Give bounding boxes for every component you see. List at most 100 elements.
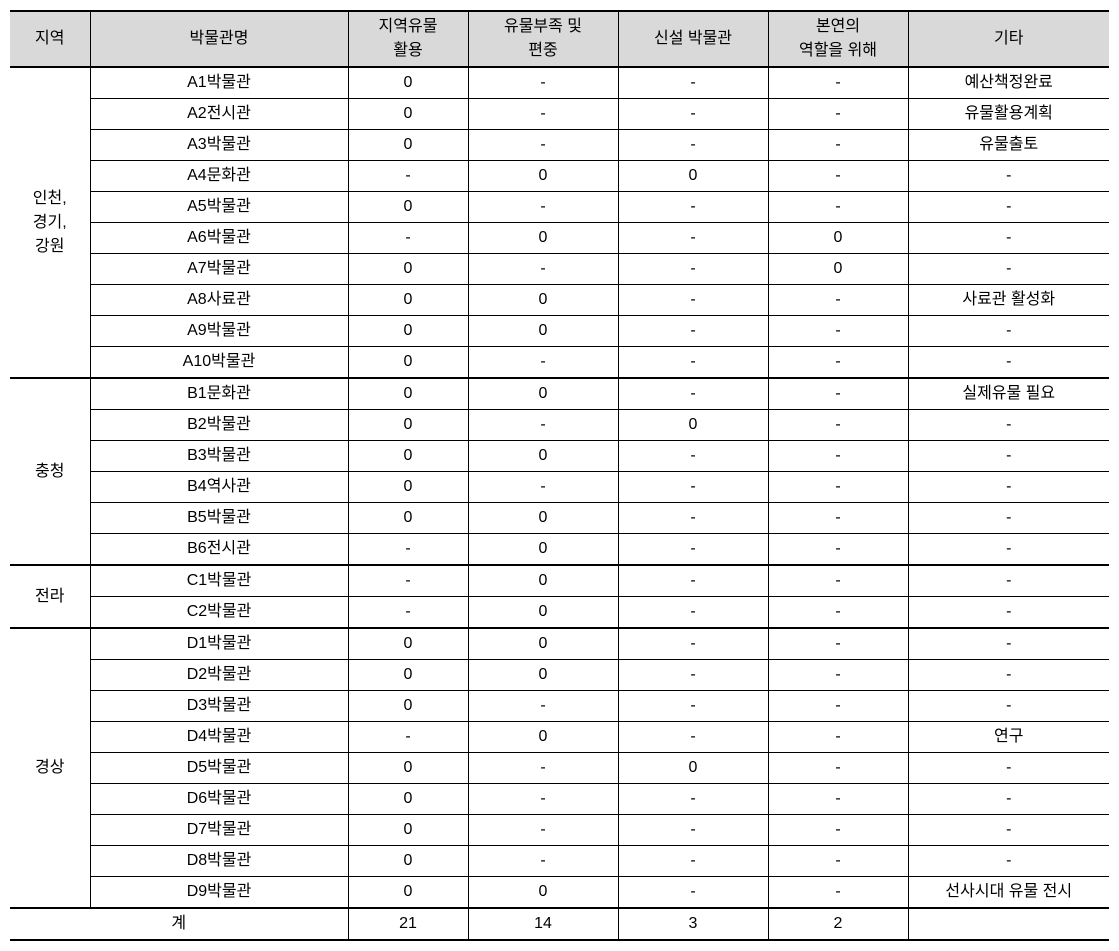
museum-name: A1박물관 xyxy=(90,67,348,99)
museum-name: D4박물관 xyxy=(90,722,348,753)
cell-shortage: - xyxy=(468,192,618,223)
museum-name: A10박물관 xyxy=(90,347,348,379)
cell-local-artifact: 0 xyxy=(348,316,468,347)
cell-new-museum: - xyxy=(618,378,768,410)
cell-etc: 사료관 활성화 xyxy=(908,285,1109,316)
cell-local-artifact: 0 xyxy=(348,99,468,130)
cell-role: - xyxy=(768,628,908,660)
cell-new-museum: - xyxy=(618,285,768,316)
table-row: A7박물관0--0- xyxy=(10,254,1109,285)
region-cell: 전라 xyxy=(10,565,90,628)
cell-shortage: - xyxy=(468,254,618,285)
table-row: A6박물관-0-0- xyxy=(10,223,1109,254)
cell-local-artifact: 0 xyxy=(348,846,468,877)
cell-role: - xyxy=(768,503,908,534)
cell-local-artifact: - xyxy=(348,534,468,566)
cell-shortage: 0 xyxy=(468,223,618,254)
region-cell: 인천,경기,강원 xyxy=(10,67,90,378)
table-row: D9박물관00--선사시대 유물 전시 xyxy=(10,877,1109,909)
cell-etc: 예산책정완료 xyxy=(908,67,1109,99)
cell-shortage: - xyxy=(468,753,618,784)
cell-shortage: - xyxy=(468,784,618,815)
cell-etc: - xyxy=(908,534,1109,566)
cell-new-museum: - xyxy=(618,67,768,99)
cell-new-museum: - xyxy=(618,223,768,254)
cell-new-museum: - xyxy=(618,99,768,130)
header-row: 지역박물관명지역유물활용유물부족 및편중신설 박물관본연의역할을 위해기타 xyxy=(10,11,1109,67)
table-row: B6전시관-0--- xyxy=(10,534,1109,566)
cell-shortage: - xyxy=(468,67,618,99)
cell-local-artifact: - xyxy=(348,565,468,597)
cell-new-museum: 0 xyxy=(618,161,768,192)
cell-role: - xyxy=(768,815,908,846)
museum-name: D1박물관 xyxy=(90,628,348,660)
museum-name: A9박물관 xyxy=(90,316,348,347)
cell-local-artifact: - xyxy=(348,161,468,192)
cell-shortage: 0 xyxy=(468,597,618,629)
cell-shortage: - xyxy=(468,846,618,877)
cell-new-museum: - xyxy=(618,347,768,379)
cell-new-museum: - xyxy=(618,597,768,629)
cell-local-artifact: 0 xyxy=(348,815,468,846)
table-row: B4역사관0---- xyxy=(10,472,1109,503)
cell-local-artifact: 0 xyxy=(348,441,468,472)
cell-role: - xyxy=(768,316,908,347)
table-row: D2박물관00--- xyxy=(10,660,1109,691)
cell-etc: - xyxy=(908,316,1109,347)
cell-role: - xyxy=(768,441,908,472)
table-row: D8박물관0---- xyxy=(10,846,1109,877)
cell-shortage: 0 xyxy=(468,722,618,753)
cell-shortage: 0 xyxy=(468,534,618,566)
cell-etc: - xyxy=(908,254,1109,285)
cell-shortage: - xyxy=(468,472,618,503)
cell-new-museum: - xyxy=(618,565,768,597)
cell-local-artifact: 0 xyxy=(348,347,468,379)
table-row: D7박물관0---- xyxy=(10,815,1109,846)
cell-etc: - xyxy=(908,753,1109,784)
cell-local-artifact: 0 xyxy=(348,503,468,534)
cell-new-museum: - xyxy=(618,503,768,534)
museum-name: A5박물관 xyxy=(90,192,348,223)
cell-etc: - xyxy=(908,441,1109,472)
museum-name: D6박물관 xyxy=(90,784,348,815)
cell-etc: 유물활용계획 xyxy=(908,99,1109,130)
cell-role: - xyxy=(768,99,908,130)
cell-new-museum: - xyxy=(618,472,768,503)
cell-new-museum: 0 xyxy=(618,410,768,441)
cell-role: - xyxy=(768,534,908,566)
cell-role: - xyxy=(768,691,908,722)
cell-etc: 유물출토 xyxy=(908,130,1109,161)
totals-etc xyxy=(908,908,1109,940)
cell-role: 0 xyxy=(768,254,908,285)
table-row: A2전시관0---유물활용계획 xyxy=(10,99,1109,130)
museum-name: A2전시관 xyxy=(90,99,348,130)
cell-shortage: 0 xyxy=(468,285,618,316)
table-row: B3박물관00--- xyxy=(10,441,1109,472)
col-header-1: 박물관명 xyxy=(90,11,348,67)
cell-role: - xyxy=(768,130,908,161)
cell-new-museum: - xyxy=(618,192,768,223)
cell-etc: - xyxy=(908,347,1109,379)
museum-name: C1박물관 xyxy=(90,565,348,597)
table-row: D4박물관-0--연구 xyxy=(10,722,1109,753)
cell-new-museum: - xyxy=(618,784,768,815)
cell-etc: 선사시대 유물 전시 xyxy=(908,877,1109,909)
cell-shortage: 0 xyxy=(468,565,618,597)
cell-etc: - xyxy=(908,565,1109,597)
museum-name: C2박물관 xyxy=(90,597,348,629)
cell-shortage: 0 xyxy=(468,161,618,192)
table-row: 전라C1박물관-0--- xyxy=(10,565,1109,597)
table-foot: 계 21 14 3 2 xyxy=(10,908,1109,940)
cell-local-artifact: - xyxy=(348,597,468,629)
region-cell: 경상 xyxy=(10,628,90,908)
cell-local-artifact: 0 xyxy=(348,67,468,99)
cell-etc: - xyxy=(908,628,1109,660)
cell-role: - xyxy=(768,347,908,379)
cell-etc: - xyxy=(908,223,1109,254)
cell-etc: - xyxy=(908,691,1109,722)
cell-local-artifact: 0 xyxy=(348,130,468,161)
region-cell: 충청 xyxy=(10,378,90,565)
cell-role: - xyxy=(768,753,908,784)
table-row: D6박물관0---- xyxy=(10,784,1109,815)
col-header-2: 지역유물활용 xyxy=(348,11,468,67)
